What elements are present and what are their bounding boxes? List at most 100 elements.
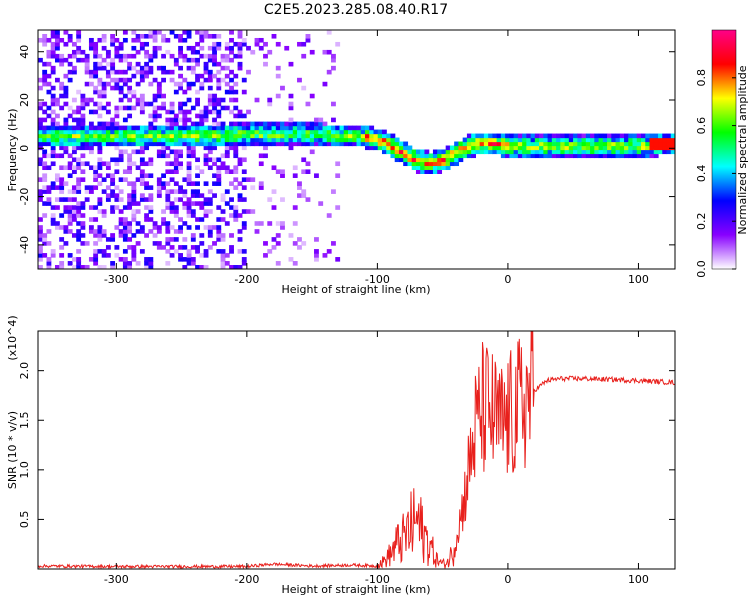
spectrogram-cell xyxy=(63,149,69,155)
spectrogram-cell xyxy=(216,181,222,186)
spectrogram-cell xyxy=(178,253,183,258)
spectrogram-cell xyxy=(101,85,107,91)
spectrogram-cell xyxy=(250,125,256,131)
spectrogram-cell xyxy=(156,89,162,95)
spectrogram-cell xyxy=(424,149,430,155)
spectrogram-cell xyxy=(386,133,392,139)
spectrogram-cell xyxy=(390,141,396,147)
spectrogram-cell xyxy=(212,93,217,99)
spectrogram-cell xyxy=(432,169,438,174)
spectrogram-cell xyxy=(173,137,179,143)
spectrogram-cell xyxy=(564,153,570,159)
spectrogram-cell xyxy=(666,137,672,143)
spectrogram-cell xyxy=(131,245,137,250)
spectrogram-cell xyxy=(297,137,302,143)
spectrogram-cell xyxy=(207,245,213,250)
spectrogram-cell xyxy=(475,145,481,151)
spectrogram-cell xyxy=(581,145,587,151)
spectrogram-cell xyxy=(178,109,183,115)
y-tick-label: 40 xyxy=(18,45,31,59)
spectrogram-cell xyxy=(71,41,77,47)
spectrogram-cell xyxy=(186,261,192,266)
spectrogram-cell xyxy=(496,141,502,147)
spectrogram-cell xyxy=(93,49,99,55)
spectrogram-cell xyxy=(46,137,52,143)
spectrogram-cell xyxy=(314,117,319,123)
spectrogram-cell xyxy=(381,133,387,139)
spectrogram-cell xyxy=(54,205,60,210)
spectrogram-cell xyxy=(127,113,133,119)
spectrogram-cell xyxy=(437,165,443,171)
spectrogram-cell xyxy=(212,33,217,39)
spectrogram-cell xyxy=(118,217,124,222)
spectrogram-cell xyxy=(339,137,345,143)
spectrogram-cell xyxy=(105,197,111,202)
spectrogram-cell xyxy=(203,213,209,218)
snr-panel: -300 -200 -100 0 100 0.51.01.52.0 Height of … xyxy=(6,315,676,596)
spectrogram-cell xyxy=(148,173,154,178)
spectrogram-cell xyxy=(190,261,196,266)
spectrogram-cell xyxy=(88,73,94,79)
spectrogram-cell xyxy=(110,125,116,131)
spectrogram-cell xyxy=(301,169,307,174)
spectrogram-cell xyxy=(216,33,222,39)
spectrogram-cell xyxy=(148,121,154,127)
spectrogram-cell xyxy=(42,81,48,87)
spectrogram-cell xyxy=(212,129,217,135)
spectrogram-cell xyxy=(110,77,116,83)
spectrogram-cell xyxy=(203,30,209,35)
spectrogram-cell xyxy=(71,189,77,194)
spectrogram-cell xyxy=(394,149,400,155)
spectrogram-cell xyxy=(288,61,294,67)
spectrogram-cell xyxy=(573,145,578,151)
spectrogram-cell xyxy=(93,85,99,91)
spectrogram-cell xyxy=(156,181,162,186)
spectrogram-cell xyxy=(356,129,362,135)
spectrogram-cell xyxy=(573,137,578,143)
spectrogram-cell xyxy=(110,237,116,242)
spectrogram-cell xyxy=(101,229,107,234)
spectrogram-cell xyxy=(658,141,663,147)
spectrogram-cell xyxy=(573,149,578,155)
spectrogram-cell xyxy=(76,105,82,111)
spectrogram-cell xyxy=(118,89,124,95)
spectrogram-cell xyxy=(97,201,103,206)
spectrogram-cell xyxy=(471,141,477,147)
spectrogram-cell xyxy=(229,30,234,35)
spectrogram-cell xyxy=(93,241,99,246)
spectrogram-cell xyxy=(216,249,222,254)
spectrogram-cell xyxy=(38,257,43,262)
spectrogram-cell xyxy=(59,237,65,242)
spectrogram-cell xyxy=(84,125,90,131)
spectrogram-cell xyxy=(199,233,205,238)
spectrogram-cell xyxy=(118,197,124,202)
spectrogram-cell xyxy=(224,45,230,51)
spectrogram-cell xyxy=(38,189,43,194)
spectrogram-cell xyxy=(369,133,375,139)
spectrogram-cell xyxy=(250,177,256,182)
spectrogram-cell xyxy=(59,133,65,139)
spectrogram-cell xyxy=(415,157,421,163)
spectrogram-cell xyxy=(441,149,447,155)
spectrogram-cell xyxy=(658,133,663,139)
spectrogram-cell xyxy=(173,129,179,135)
spectrogram-cell xyxy=(233,41,239,47)
spectrogram-cell xyxy=(229,129,234,135)
spectrogram-cell xyxy=(67,229,73,234)
spectrogram-cell xyxy=(118,189,124,194)
spectrogram-cell xyxy=(339,125,345,131)
spectrogram-cell xyxy=(110,137,116,143)
spectrogram-cell xyxy=(63,181,69,186)
spectrogram-cell xyxy=(80,213,86,218)
spectrogram-cell xyxy=(267,129,273,135)
spectrogram-cell xyxy=(63,121,69,127)
spectrogram-cell xyxy=(169,121,175,127)
spectrogram-cell xyxy=(246,121,251,127)
spectrogram-cell xyxy=(220,65,226,71)
spectrogram-cell xyxy=(71,185,77,190)
colorbar-label: Normalized spectral amplitude xyxy=(736,65,749,234)
spectrogram-cell xyxy=(42,77,48,83)
spectrogram-cell xyxy=(182,205,188,210)
spectrogram-cell xyxy=(173,237,179,242)
spectrogram-cell xyxy=(139,149,145,155)
